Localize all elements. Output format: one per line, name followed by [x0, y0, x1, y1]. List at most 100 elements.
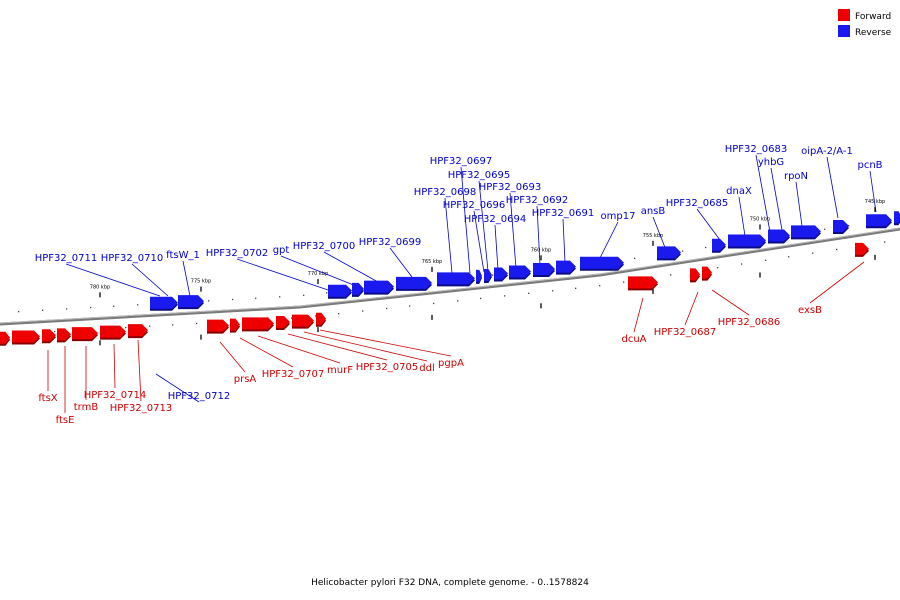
reverse-gene-arrow[interactable] — [894, 211, 900, 224]
reverse-gene-arrow[interactable] — [437, 272, 475, 285]
forward-gene-label-hpf32-0705[interactable]: HPF32_0705 — [356, 362, 418, 373]
forward-gene-arrow[interactable] — [702, 266, 712, 279]
reverse-gene-arrow[interactable] — [791, 225, 821, 238]
forward-gene-arrow[interactable] — [0, 331, 10, 344]
reverse-gene-arrow[interactable] — [712, 238, 726, 251]
forward-gene-label-ddl[interactable]: ddl — [419, 363, 434, 374]
reverse-gene-label-rpon[interactable]: rpoN — [784, 171, 808, 182]
forward-gene-label-hpf32-0713[interactable]: HPF32_0713 — [110, 403, 172, 414]
forward-gene-arrow[interactable] — [242, 317, 274, 330]
reverse-gene-label-hpf32-0694[interactable]: HPF32_0694 — [464, 214, 526, 225]
reverse-gene-arrow[interactable] — [396, 276, 432, 289]
reverse-gene-label-hpf32-0691[interactable]: HPF32_0691 — [532, 208, 594, 219]
scale-dot — [208, 300, 210, 302]
reverse-gene-label-hpf32-0697[interactable]: HPF32_0697 — [430, 156, 492, 167]
reverse-gene-arrow[interactable] — [866, 214, 892, 227]
forward-gene-label-ftsx[interactable]: ftsX — [38, 393, 57, 404]
reverse-gene-arrow[interactable] — [556, 260, 576, 273]
forward-gene-arrow[interactable] — [57, 328, 71, 341]
scale-dot — [125, 326, 127, 329]
forward-gene-label-hpf32-0687[interactable]: HPF32_0687 — [654, 327, 716, 338]
reverse-gene-label-hpf32-0712[interactable]: HPF32_0712 — [168, 391, 230, 402]
reverse-gene-label-gpt[interactable]: gpt — [273, 245, 290, 256]
forward-gene-label-dcua[interactable]: dcuA — [621, 334, 646, 345]
forward-gene-arrow[interactable] — [42, 329, 56, 342]
forward-gene-label-prsa[interactable]: prsA — [234, 374, 257, 385]
forward-gene-arrow[interactable] — [128, 324, 148, 337]
reverse-gene-label-pcnb[interactable]: pcnB — [857, 160, 882, 171]
forward-gene-label-pgpa[interactable]: pgpA — [438, 358, 464, 369]
reverse-gene-arrow[interactable] — [150, 296, 178, 309]
scale-dot — [172, 324, 174, 326]
scale-dot — [42, 309, 44, 311]
forward-gene-leader — [257, 335, 341, 364]
forward-gene-arrow[interactable] — [12, 330, 40, 343]
reverse-gene-label-ftsw-1[interactable]: ftsW_1 — [166, 250, 200, 261]
forward-gene-label-trmb[interactable]: trmB — [74, 402, 99, 413]
reverse-gene-leader — [599, 221, 619, 259]
reverse-gene-arrow[interactable] — [657, 246, 681, 259]
reverse-gene-arrow[interactable] — [509, 265, 531, 278]
forward-gene-leader — [113, 343, 116, 389]
reverse-gene-label-hpf32-0685[interactable]: HPF32_0685 — [666, 198, 728, 209]
reverse-gene-label-hpf32-0711[interactable]: HPF32_0711 — [35, 253, 97, 264]
reverse-gene-label-hpf32-0692[interactable]: HPF32_0692 — [506, 195, 568, 206]
reverse-gene-label-oipa-2-a-1[interactable]: oipA-2/A-1 — [801, 146, 853, 157]
forward-gene-label-exsb[interactable]: exsB — [798, 305, 822, 316]
reverse-gene-arrow[interactable] — [484, 268, 492, 281]
reverse-gene-label-hpf32-0710[interactable]: HPF32_0710 — [101, 253, 163, 264]
legend-reverse-swatch — [838, 25, 850, 37]
forward-gene-arrow[interactable] — [316, 312, 326, 325]
reverse-gene-label-hpf32-0696[interactable]: HPF32_0696 — [443, 200, 505, 211]
reverse-gene-arrow[interactable] — [580, 256, 624, 269]
scale-dot — [848, 224, 850, 227]
reverse-gene-arrow[interactable] — [328, 284, 352, 297]
reverse-gene-arrow[interactable] — [833, 220, 849, 233]
reverse-gene-leader — [826, 156, 839, 219]
forward-gene-arrow[interactable] — [230, 318, 240, 331]
reverse-gene-arrow[interactable] — [494, 267, 508, 280]
scale-tick-label: 760 kbp — [531, 247, 551, 253]
reverse-gene-label-hpf32-0699[interactable]: HPF32_0699 — [359, 237, 421, 248]
forward-gene-arrow[interactable] — [690, 268, 700, 281]
forward-gene-label-ftse[interactable]: ftsE — [56, 415, 75, 426]
reverse-gene-label-hpf32-0700[interactable]: HPF32_0700 — [293, 241, 355, 252]
scale-dot — [232, 298, 234, 301]
reverse-gene-arrow[interactable] — [476, 269, 482, 282]
label-leaders — [47, 154, 877, 413]
forward-gene-arrow[interactable] — [276, 315, 290, 328]
forward-gene-label-murf[interactable]: murF — [327, 365, 353, 376]
forward-gene-arrow[interactable] — [100, 325, 126, 338]
reverse-gene-arrow[interactable] — [768, 229, 790, 242]
forward-gene-arrow[interactable] — [628, 276, 658, 289]
reverse-gene-label-ansb[interactable]: ansB — [641, 206, 666, 217]
reverse-gene-leader — [536, 205, 541, 266]
reverse-gene-arrow[interactable] — [728, 234, 766, 247]
scale-tick-label: 775 kbp — [191, 279, 211, 285]
reverse-gene-label-yhbg[interactable]: yhbG — [758, 157, 784, 168]
forward-gene-arrow[interactable] — [292, 314, 314, 327]
reverse-gene-label-omp17[interactable]: omp17 — [601, 211, 636, 222]
reverse-gene-label-hpf32-0695[interactable]: HPF32_0695 — [448, 170, 510, 181]
reverse-gene-arrow[interactable] — [178, 295, 204, 308]
scale-dot — [788, 256, 790, 258]
reverse-gene-label-dnax[interactable]: dnaX — [726, 186, 752, 197]
forward-gene-label-hpf32-0686[interactable]: HPF32_0686 — [718, 317, 780, 328]
reverse-gene-leader — [65, 263, 161, 297]
reverse-gene-label-hpf32-0698[interactable]: HPF32_0698 — [414, 187, 476, 198]
reverse-gene-label-hpf32-0702[interactable]: HPF32_0702 — [206, 248, 268, 259]
reverse-gene-arrow[interactable] — [364, 280, 394, 293]
forward-gene-label-hpf32-0714[interactable]: HPF32_0714 — [84, 390, 146, 401]
forward-gene-arrow[interactable] — [72, 327, 98, 340]
gene-arrows — [0, 211, 900, 346]
scale-tick-label: 755 kbp — [643, 233, 663, 239]
reverse-gene-label-hpf32-0693[interactable]: HPF32_0693 — [479, 182, 541, 193]
reverse-gene-label-hpf32-0683[interactable]: HPF32_0683 — [725, 144, 787, 155]
forward-gene-label-hpf32-0707[interactable]: HPF32_0707 — [262, 369, 324, 380]
forward-gene-arrow[interactable] — [855, 242, 869, 255]
reverse-gene-arrow[interactable] — [533, 262, 555, 275]
reverse-gene-arrow[interactable] — [352, 282, 364, 295]
scale-dot — [670, 274, 672, 276]
forward-gene-arrow[interactable] — [207, 319, 229, 332]
scale-ticks: 780 kbp 775 kbp 770 kbp 765 kbp 760 kbp 755 k… — [90, 199, 885, 346]
